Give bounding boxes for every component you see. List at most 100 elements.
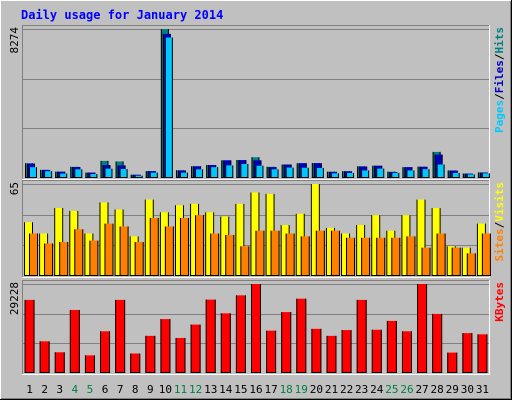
x-tick-label: 25	[385, 383, 398, 396]
pages-bar	[29, 167, 37, 178]
pages-bar	[119, 168, 128, 178]
visits-bar	[220, 216, 230, 276]
sites-bar	[481, 233, 491, 276]
x-tick-label: 17	[264, 383, 277, 396]
x-tick-label: 11	[174, 383, 187, 396]
x-tick-label: 19	[295, 383, 308, 396]
kbytes-bar	[417, 284, 428, 373]
kbytes-bar	[477, 334, 488, 373]
sites-bar	[315, 230, 325, 276]
kbytes-bar	[220, 313, 231, 373]
pages-bar	[44, 171, 53, 178]
kbytes-bar	[311, 328, 322, 373]
kbytes-bar	[326, 335, 337, 373]
visits-bar	[235, 203, 245, 276]
pages-bar	[406, 170, 415, 178]
sites-bar	[195, 215, 205, 276]
visits-bar	[24, 222, 33, 276]
sites-bar	[421, 247, 431, 276]
kbytes-bar	[296, 298, 307, 373]
visits-bar	[174, 205, 184, 276]
sites-bar	[29, 233, 38, 276]
sites-bar	[240, 246, 250, 276]
sites-bar	[451, 247, 461, 276]
pages-bar	[240, 163, 249, 178]
pages-bar	[361, 170, 370, 178]
x-tick-label: 12	[189, 383, 202, 396]
y-max-label: 29228	[8, 282, 21, 315]
x-tick-label: 3	[56, 383, 63, 396]
kbytes-bar	[432, 313, 443, 373]
x-tick-label: 14	[219, 383, 233, 396]
x-tick-label: 28	[431, 383, 444, 396]
visits-bar	[341, 233, 351, 276]
sites-bar	[436, 233, 446, 276]
visits-bar	[205, 212, 215, 276]
sites-bar	[285, 233, 295, 276]
pages-bar	[59, 173, 68, 178]
sites-bar	[346, 237, 356, 276]
kbytes-bar	[205, 299, 216, 373]
sites-bar	[406, 236, 416, 276]
visits-bar	[461, 247, 471, 276]
visits-bar	[371, 215, 381, 276]
x-tick-label: 22	[340, 383, 353, 396]
pages-bar	[315, 167, 324, 178]
kbytes-bar	[24, 299, 35, 373]
chart-title: Daily usage for January 2014	[21, 8, 223, 22]
visits-bar	[69, 210, 79, 276]
x-tick-label: 21	[325, 383, 338, 396]
legend-entry: KBytes	[493, 282, 506, 322]
sites-bar	[466, 253, 476, 276]
sites-bar	[255, 230, 265, 276]
x-axis-labels: 1 2 3 4 5 6 7 8 9 10 11 12 13 14 15 16 17 18 19 20 21 22 23 24 2…	[26, 383, 489, 396]
pages-bar	[149, 172, 158, 178]
sites-bar	[119, 226, 129, 276]
visits-bar	[99, 202, 109, 276]
sites-bar	[149, 217, 159, 276]
kbytes-bar	[39, 341, 50, 373]
visits-bar	[295, 213, 305, 276]
x-tick-label: 16	[249, 383, 262, 396]
x-tick-label: 7	[117, 383, 124, 396]
kbytes-bar	[266, 330, 277, 373]
legend-entry: Visits	[493, 182, 506, 222]
visits-bar	[54, 208, 64, 276]
x-tick-label: 31	[476, 383, 489, 396]
legend-entry: Pages	[493, 100, 506, 133]
sites-bar	[270, 230, 280, 276]
kbytes-bar	[386, 320, 397, 373]
kbytes-bar	[190, 324, 201, 373]
visits-bar	[84, 233, 94, 276]
x-tick-label: 8	[132, 383, 139, 396]
visits-bar	[159, 212, 169, 276]
sites-bar	[59, 242, 69, 276]
x-tick-label: 6	[102, 383, 109, 396]
legend: Pages/Files/Hits	[493, 27, 506, 133]
sites-bar	[391, 237, 401, 276]
kbytes-bar	[356, 299, 367, 373]
visits-bar	[476, 223, 486, 276]
sites-bar	[300, 236, 310, 276]
kbytes-bar	[281, 312, 292, 373]
sites-bar	[89, 240, 99, 276]
x-tick-label: 13	[204, 383, 217, 396]
x-tick-label: 4	[72, 383, 79, 396]
x-tick-label: 15	[234, 383, 247, 396]
kbytes-bar	[251, 284, 261, 373]
x-tick-label: 29	[446, 383, 459, 396]
pages-bar	[300, 167, 309, 178]
kbytes-bar	[341, 330, 352, 373]
kbytes-bar	[84, 355, 95, 373]
pages-bar	[285, 167, 294, 178]
sites-bar	[74, 229, 84, 276]
pages-bar	[74, 169, 83, 178]
pages-bar	[195, 169, 204, 178]
sites-bar	[104, 223, 114, 276]
kbytes-bar	[401, 331, 412, 373]
pages-bar	[346, 172, 355, 178]
x-tick-label: 10	[159, 383, 172, 396]
pages-bar	[179, 172, 188, 178]
